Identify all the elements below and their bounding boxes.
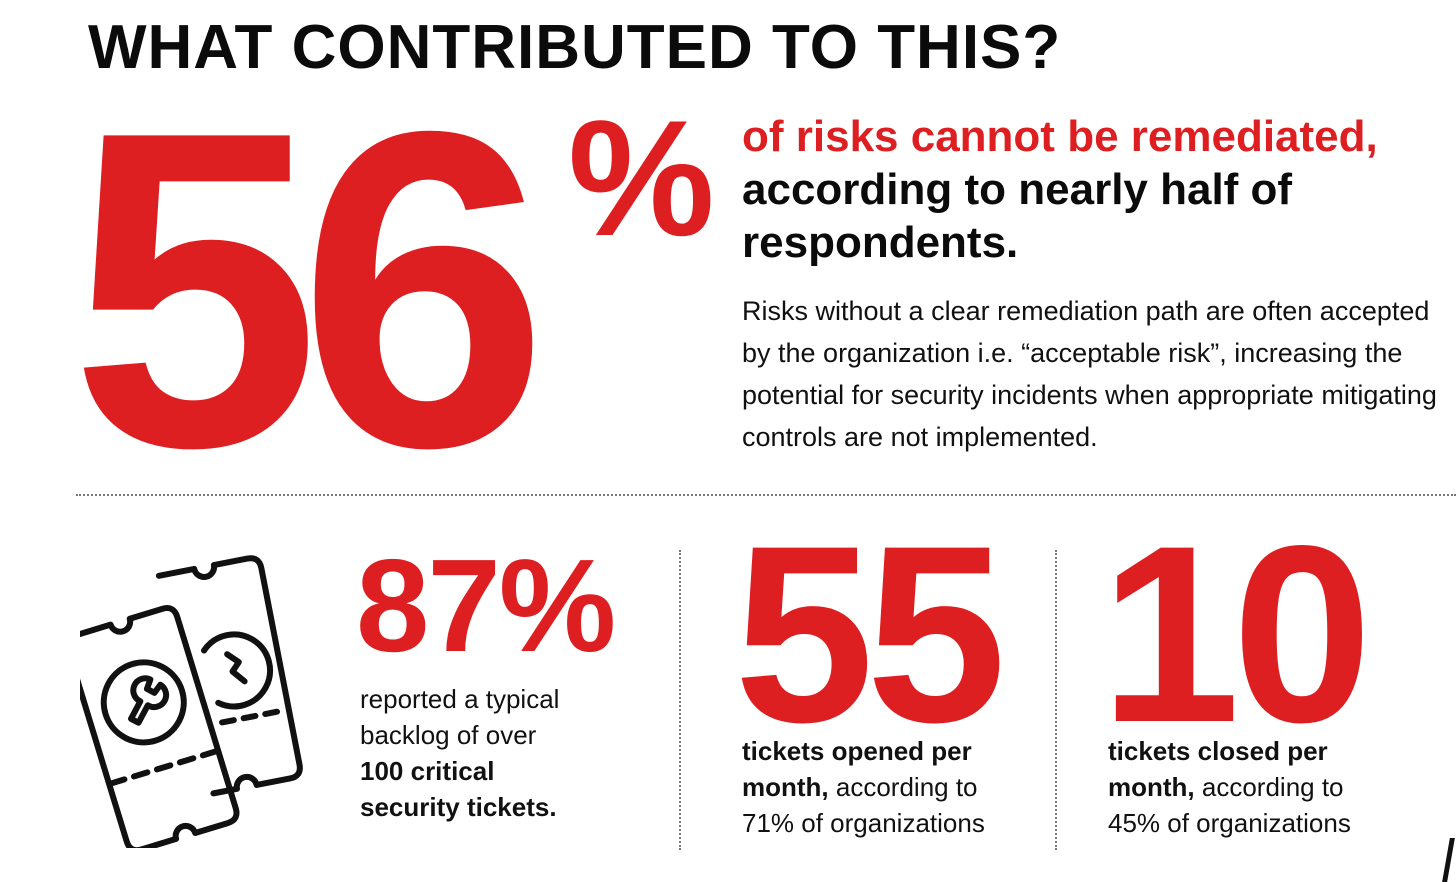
stat-backlog-line1: reported a typical [360, 684, 560, 714]
stat-backlog-number: 87% [356, 532, 616, 679]
hero-headline-rest: according to nearly half of respondents. [742, 165, 1293, 267]
stat-closed-text3: 45% of organizations [1108, 808, 1351, 838]
stat-opened-text2: according to [828, 772, 978, 802]
stat-opened-number: 55 [734, 494, 1006, 775]
stat-opened-bold2: month, [742, 772, 829, 802]
stat-opened-description: tickets opened per month, according to 7… [742, 733, 1062, 841]
hero-headline: of risks cannot be remediated, according… [742, 110, 1442, 269]
hero-headline-highlight: of risks cannot be remediated, [742, 112, 1378, 161]
stat-opened-text3: 71% of organizations [742, 808, 985, 838]
stat-closed-description: tickets closed per month, according to 4… [1108, 733, 1428, 841]
stat-closed-text2: according to [1194, 772, 1344, 802]
stat-closed-bold1: tickets closed per [1108, 736, 1328, 766]
stat-backlog-description: reported a typical backlog of over 100 c… [360, 681, 660, 825]
corner-decoration [1442, 838, 1455, 882]
hero-stat-percent-sign: % [568, 86, 715, 270]
column-divider [679, 550, 681, 850]
stat-closed-bold2: month, [1108, 772, 1195, 802]
hero-stat-number: 56 [70, 39, 549, 541]
stat-backlog-line2: backlog of over [360, 720, 537, 750]
section-divider [76, 494, 1456, 496]
column-divider [1055, 550, 1057, 850]
support-tickets-icon [80, 555, 303, 848]
stat-backlog-bold1: 100 critical [360, 756, 495, 786]
stat-opened-bold1: tickets opened per [742, 736, 972, 766]
stat-backlog-bold2: security tickets. [360, 792, 557, 822]
page-title: WHAT CONTRIBUTED TO THIS? [88, 13, 1062, 82]
hero-description: Risks without a clear remediation path a… [742, 296, 1437, 452]
stat-closed-number: 10 [1100, 494, 1372, 775]
